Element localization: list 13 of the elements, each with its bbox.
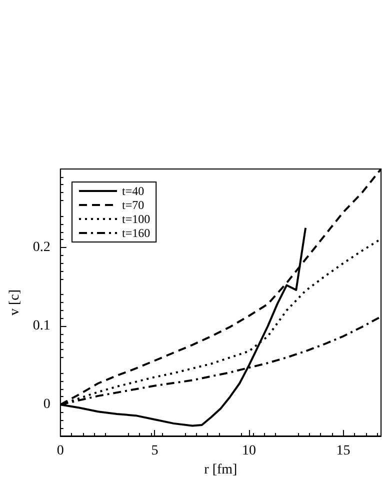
x-tick-label: 5 [151,444,158,458]
y-tick-label: 0.2 [32,240,50,256]
legend-label: t=40 [122,184,144,198]
legend-label: t=100 [122,212,150,226]
x-tick-label: 15 [336,444,350,458]
x-axis-title: r [fm] [204,462,238,478]
x-tick-label: 0 [56,444,64,458]
y-tick-label: 0.1 [32,318,50,334]
y-tick-label: 0 [43,397,50,412]
legend-label: t=70 [122,198,144,212]
y-axis-title: v [c] [8,289,22,316]
legend-label: t=160 [122,226,150,240]
x-tick-label: 10 [242,444,256,458]
